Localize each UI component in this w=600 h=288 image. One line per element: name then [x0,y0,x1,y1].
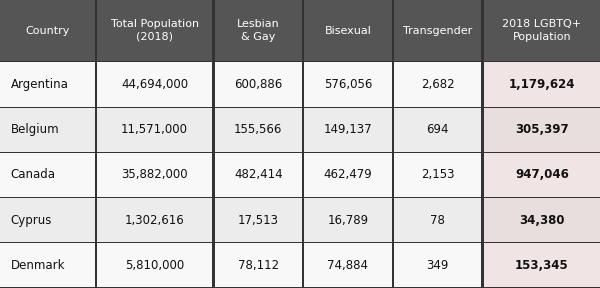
Text: 2,682: 2,682 [421,78,454,91]
Bar [97,0,212,61]
Bar [484,62,600,107]
Bar [215,0,302,61]
Text: Lesbian
& Gay: Lesbian & Gay [237,20,280,42]
Bar [215,243,302,287]
Text: 16,789: 16,789 [328,214,368,227]
Text: Argentina: Argentina [11,78,68,91]
Text: 155,566: 155,566 [234,123,283,136]
Text: 149,137: 149,137 [323,123,372,136]
Bar [394,108,481,152]
Bar [97,243,212,287]
Text: 2,153: 2,153 [421,168,454,181]
Text: Belgium: Belgium [11,123,59,136]
Text: 1,179,624: 1,179,624 [509,78,575,91]
Text: 44,694,000: 44,694,000 [121,78,188,91]
Text: 5,810,000: 5,810,000 [125,259,184,272]
Text: 11,571,000: 11,571,000 [121,123,188,136]
Bar [484,108,600,152]
Bar [304,0,392,61]
Bar [215,198,302,242]
Bar [304,153,392,197]
Bar [304,243,392,287]
Bar [394,198,481,242]
Text: 694: 694 [427,123,449,136]
Text: 305,397: 305,397 [515,123,569,136]
Text: 2018 LGBTQ+
Population: 2018 LGBTQ+ Population [502,20,581,42]
Text: Canada: Canada [11,168,56,181]
Bar [97,108,212,152]
Bar [215,62,302,107]
Text: 78,112: 78,112 [238,259,279,272]
Text: 462,479: 462,479 [323,168,373,181]
Bar [484,0,600,61]
Text: 35,882,000: 35,882,000 [121,168,188,181]
Bar [0,62,95,107]
Text: 947,046: 947,046 [515,168,569,181]
Bar [97,153,212,197]
Bar [215,153,302,197]
Text: 482,414: 482,414 [234,168,283,181]
Bar [394,243,481,287]
Text: 74,884: 74,884 [328,259,368,272]
Text: Denmark: Denmark [11,259,65,272]
Bar [215,108,302,152]
Bar [484,198,600,242]
Text: Bisexual: Bisexual [325,26,371,36]
Bar [394,62,481,107]
Text: 600,886: 600,886 [234,78,283,91]
Bar [304,198,392,242]
Bar [484,153,600,197]
Text: Transgender: Transgender [403,26,472,36]
Bar [0,108,95,152]
Bar [304,62,392,107]
Bar [484,243,600,287]
Bar [394,0,481,61]
Text: Cyprus: Cyprus [11,214,52,227]
Text: 349: 349 [427,259,449,272]
Bar [97,62,212,107]
Text: 78: 78 [430,214,445,227]
Bar [0,0,95,61]
Bar [97,198,212,242]
Text: 576,056: 576,056 [324,78,372,91]
Bar [0,243,95,287]
Bar [394,153,481,197]
Bar [0,198,95,242]
Text: 17,513: 17,513 [238,214,279,227]
Bar [0,153,95,197]
Text: 153,345: 153,345 [515,259,569,272]
Text: 1,302,616: 1,302,616 [125,214,185,227]
Text: Total Population
(2018): Total Population (2018) [110,20,199,42]
Text: 34,380: 34,380 [519,214,565,227]
Text: Country: Country [25,26,70,36]
Bar [304,108,392,152]
